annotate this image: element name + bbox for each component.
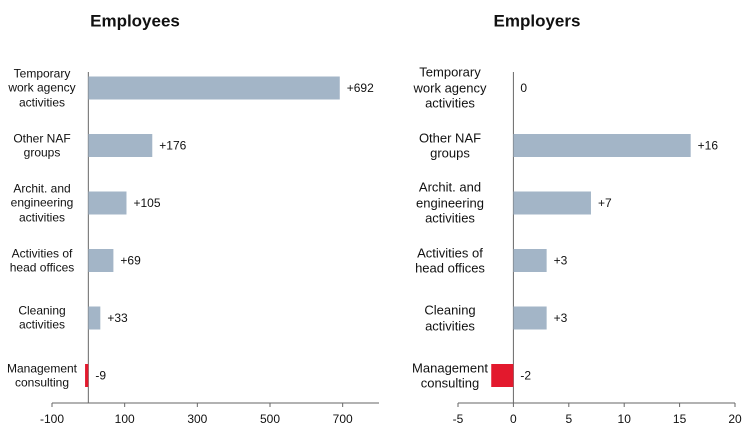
bar bbox=[85, 364, 89, 387]
bar bbox=[491, 364, 514, 387]
x-tick-label: 300 bbox=[187, 412, 207, 426]
x-tick-label: 5 bbox=[565, 412, 572, 426]
category-label: Archit. and engineering activities bbox=[416, 179, 484, 226]
x-tick-label: 15 bbox=[673, 412, 687, 426]
category-label: Archit. and engineering activities bbox=[10, 181, 74, 225]
value-label: +69 bbox=[120, 254, 141, 268]
x-tick-label: -100 bbox=[40, 412, 64, 426]
value-label: +692 bbox=[347, 81, 374, 95]
x-tick-label: 10 bbox=[618, 412, 632, 426]
category-label: Activities of head offices bbox=[9, 246, 75, 275]
category-label: Temporary work agency activities bbox=[8, 66, 76, 110]
value-label: +3 bbox=[554, 311, 568, 325]
category-label: Cleaning activities bbox=[18, 303, 66, 332]
category-label: Other NAF groups bbox=[418, 129, 482, 161]
chart-title: Employers bbox=[494, 11, 581, 30]
category-label: Cleaning activities bbox=[424, 302, 476, 333]
bar bbox=[513, 306, 547, 330]
value-label: 0 bbox=[520, 81, 527, 95]
chart-title: Employees bbox=[90, 11, 180, 30]
value-label: +33 bbox=[107, 311, 128, 325]
x-tick-label: -5 bbox=[453, 412, 464, 426]
value-label: +7 bbox=[598, 196, 612, 210]
category-label: Management consulting bbox=[6, 361, 78, 390]
bar bbox=[88, 249, 114, 272]
category-label: Activities of head offices bbox=[415, 244, 485, 276]
bar bbox=[513, 249, 547, 272]
value-label: -9 bbox=[95, 369, 106, 383]
value-label: +3 bbox=[554, 254, 568, 268]
bar bbox=[88, 76, 340, 100]
bar bbox=[88, 134, 153, 157]
bar bbox=[513, 134, 691, 157]
value-label: +16 bbox=[698, 139, 719, 153]
x-tick-label: 700 bbox=[333, 412, 353, 426]
bar bbox=[513, 191, 591, 215]
category-label: Temporary work agency activities bbox=[413, 64, 487, 111]
category-label: Other NAF groups bbox=[13, 131, 71, 160]
category-label: Management consulting bbox=[412, 359, 488, 391]
value-label: +176 bbox=[159, 139, 186, 153]
value-label: +105 bbox=[133, 196, 160, 210]
x-tick-label: 20 bbox=[728, 412, 742, 426]
x-tick-label: 100 bbox=[115, 412, 135, 426]
x-tick-label: 500 bbox=[260, 412, 280, 426]
value-label: -2 bbox=[520, 369, 531, 383]
bar bbox=[88, 191, 127, 215]
x-tick-label: 0 bbox=[510, 412, 517, 426]
bar bbox=[88, 306, 101, 330]
